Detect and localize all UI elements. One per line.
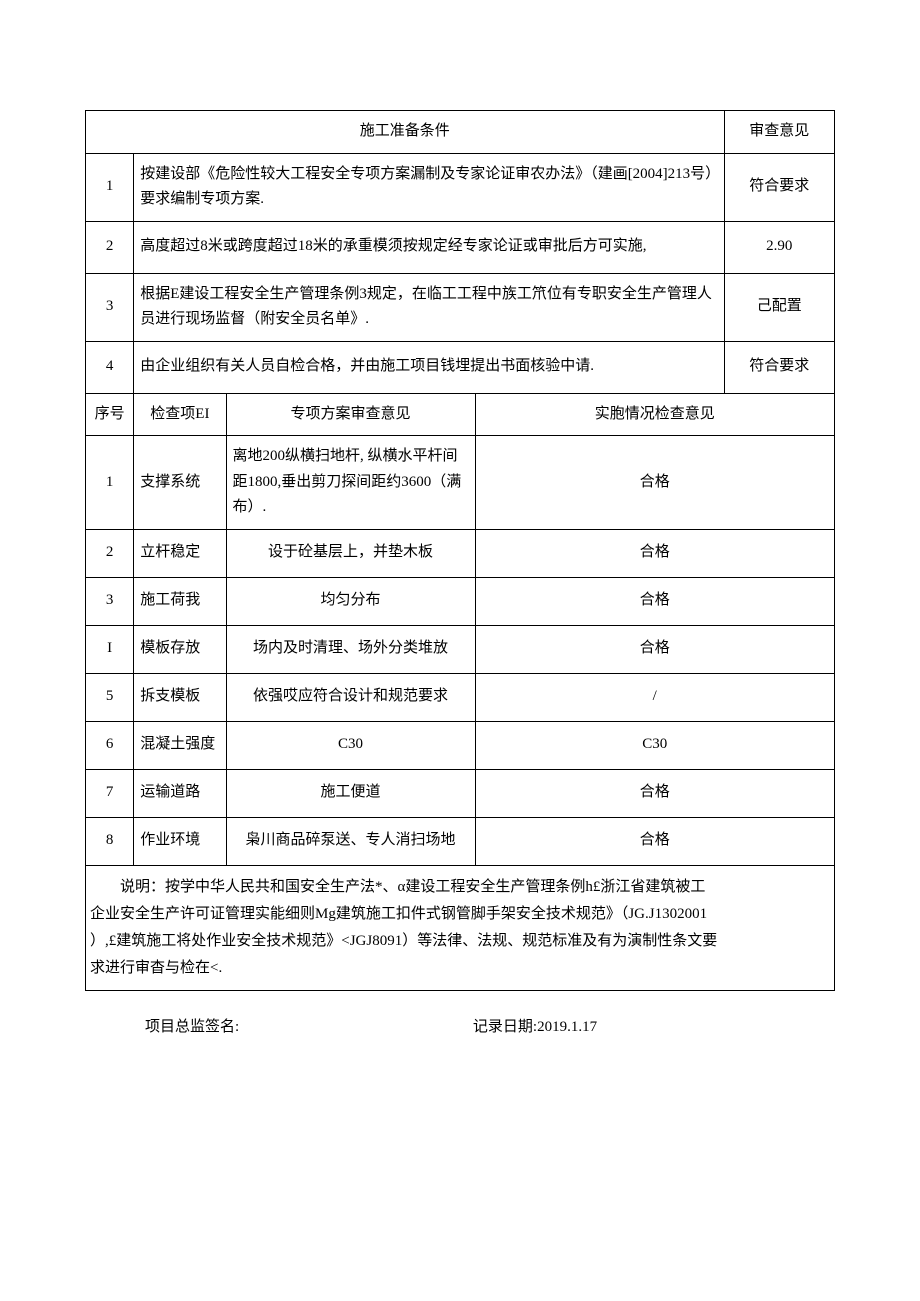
check-result: 合格 (475, 436, 834, 530)
prep-row: 3 根据E建设工程安全生产管理条例3规定，在临工工程中族工笊位有专职安全生产管理… (86, 273, 835, 341)
review-title: 审查意见 (724, 111, 834, 154)
explain-line1: 说明：按学中华人民共和国安全生产法*、α建设工程安全生产管理条例h£浙江省建筑被… (90, 874, 830, 901)
check-num: 2 (86, 529, 134, 577)
check-row: 3 施工荷我 均匀分布 合格 (86, 577, 835, 625)
explain-text: 说明：按学中华人民共和国安全生产法*、α建设工程安全生产管理条例h£浙江省建筑被… (86, 865, 835, 990)
check-opinion: 均匀分布 (226, 577, 475, 625)
prep-review: 符合要求 (724, 341, 834, 393)
check-result: C30 (475, 721, 834, 769)
check-header-row: 序号 检查项EI 专项方案审查意见 实胞情况检查意见 (86, 393, 835, 436)
prep-num: 3 (86, 273, 134, 341)
check-result: / (475, 673, 834, 721)
check-num: I (86, 625, 134, 673)
check-result: 合格 (475, 625, 834, 673)
check-opinion: 离地200纵横扫地杆, 纵横水平杆间距1800,垂出剪刀探间距约3600（满布）… (226, 436, 475, 530)
sign-label: 项目总监签名: (145, 1019, 239, 1035)
check-num: 1 (86, 436, 134, 530)
prep-review: 符合要求 (724, 153, 834, 221)
prep-text: 由企业组织有关人员自检合格，并由施工项目钱埋提出书面核验中请. (134, 341, 724, 393)
col-num: 序号 (86, 393, 134, 436)
explain-line4: 求进行审杳与检在<. (90, 960, 222, 976)
prep-review: 2.90 (724, 221, 834, 273)
check-item: 混凝土强度 (134, 721, 226, 769)
check-opinion: 设于砼基层上，并垫木板 (226, 529, 475, 577)
check-num: 7 (86, 769, 134, 817)
prep-num: 2 (86, 221, 134, 273)
check-item: 运输道路 (134, 769, 226, 817)
check-row: 6 混凝土强度 C30 C30 (86, 721, 835, 769)
prep-header-row: 施工准备条件 审查意见 (86, 111, 835, 154)
check-opinion: 依强哎应符合设计和规范要求 (226, 673, 475, 721)
check-result: 合格 (475, 577, 834, 625)
check-row: 7 运输道路 施工便道 合格 (86, 769, 835, 817)
explain-line2: 企业安全生产许可证管理实能细则Mg建筑施工扣件式钢管脚手架安全技术规范》（JG.… (90, 906, 707, 922)
col-check: 实胞情况检查意见 (475, 393, 834, 436)
prep-row: 1 按建设部《危险性较大工程安全专项方案漏制及专家论证审农办法》（建画[2004… (86, 153, 835, 221)
explain-row: 说明：按学中华人民共和国安全生产法*、α建设工程安全生产管理条例h£浙江省建筑被… (86, 865, 835, 990)
col-item: 检查项EI (134, 393, 226, 436)
date-label: 记录日期: (473, 1019, 537, 1035)
prep-title: 施工准备条件 (86, 111, 725, 154)
prep-num: 1 (86, 153, 134, 221)
check-num: 3 (86, 577, 134, 625)
footer: 项目总监签名: 记录日期:2019.1.17 (85, 1015, 835, 1036)
check-item: 施工荷我 (134, 577, 226, 625)
check-opinion: 枭川商品碎泵送、专人消扫场地 (226, 817, 475, 865)
check-item: 拆支模板 (134, 673, 226, 721)
date-value: 2019.1.17 (537, 1019, 597, 1035)
check-item: 立杆稳定 (134, 529, 226, 577)
check-result: 合格 (475, 529, 834, 577)
check-row: 5 拆支模板 依强哎应符合设计和规范要求 / (86, 673, 835, 721)
prep-num: 4 (86, 341, 134, 393)
col-opinion: 专项方案审查意见 (226, 393, 475, 436)
check-opinion: 场内及时清理、场外分类堆放 (226, 625, 475, 673)
prep-text: 高度超过8米或跨度超过18米的承重模须按规定经专家论证或审批后方可实施, (134, 221, 724, 273)
check-row: 8 作业环境 枭川商品碎泵送、专人消扫场地 合格 (86, 817, 835, 865)
check-row: I 模板存放 场内及时清理、场外分类堆放 合格 (86, 625, 835, 673)
inspection-table: 施工准备条件 审查意见 1 按建设部《危险性较大工程安全专项方案漏制及专家论证审… (85, 110, 835, 991)
check-num: 5 (86, 673, 134, 721)
prep-review: 己配置 (724, 273, 834, 341)
check-row: 2 立杆稳定 设于砼基层上，并垫木板 合格 (86, 529, 835, 577)
check-row: 1 支撑系统 离地200纵横扫地杆, 纵横水平杆间距1800,垂出剪刀探间距约3… (86, 436, 835, 530)
check-item: 支撑系统 (134, 436, 226, 530)
check-result: 合格 (475, 817, 834, 865)
check-opinion: C30 (226, 721, 475, 769)
prep-row: 4 由企业组织有关人员自检合格，并由施工项目钱埋提出书面核验中请. 符合要求 (86, 341, 835, 393)
prep-text: 根据E建设工程安全生产管理条例3规定，在临工工程中族工笊位有专职安全生产管理人员… (134, 273, 724, 341)
date-section: 记录日期:2019.1.17 (473, 1015, 597, 1036)
prep-row: 2 高度超过8米或跨度超过18米的承重模须按规定经专家论证或审批后方可实施, 2… (86, 221, 835, 273)
check-opinion: 施工便道 (226, 769, 475, 817)
explain-line3: ）,£建筑施工将处作业安全技术规范》<JGJ8091）等法律、法规、规范标准及有… (90, 933, 717, 949)
check-num: 8 (86, 817, 134, 865)
check-item: 模板存放 (134, 625, 226, 673)
check-item: 作业环境 (134, 817, 226, 865)
check-num: 6 (86, 721, 134, 769)
check-result: 合格 (475, 769, 834, 817)
prep-text: 按建设部《危险性较大工程安全专项方案漏制及专家论证审农办法》（建画[2004]2… (134, 153, 724, 221)
